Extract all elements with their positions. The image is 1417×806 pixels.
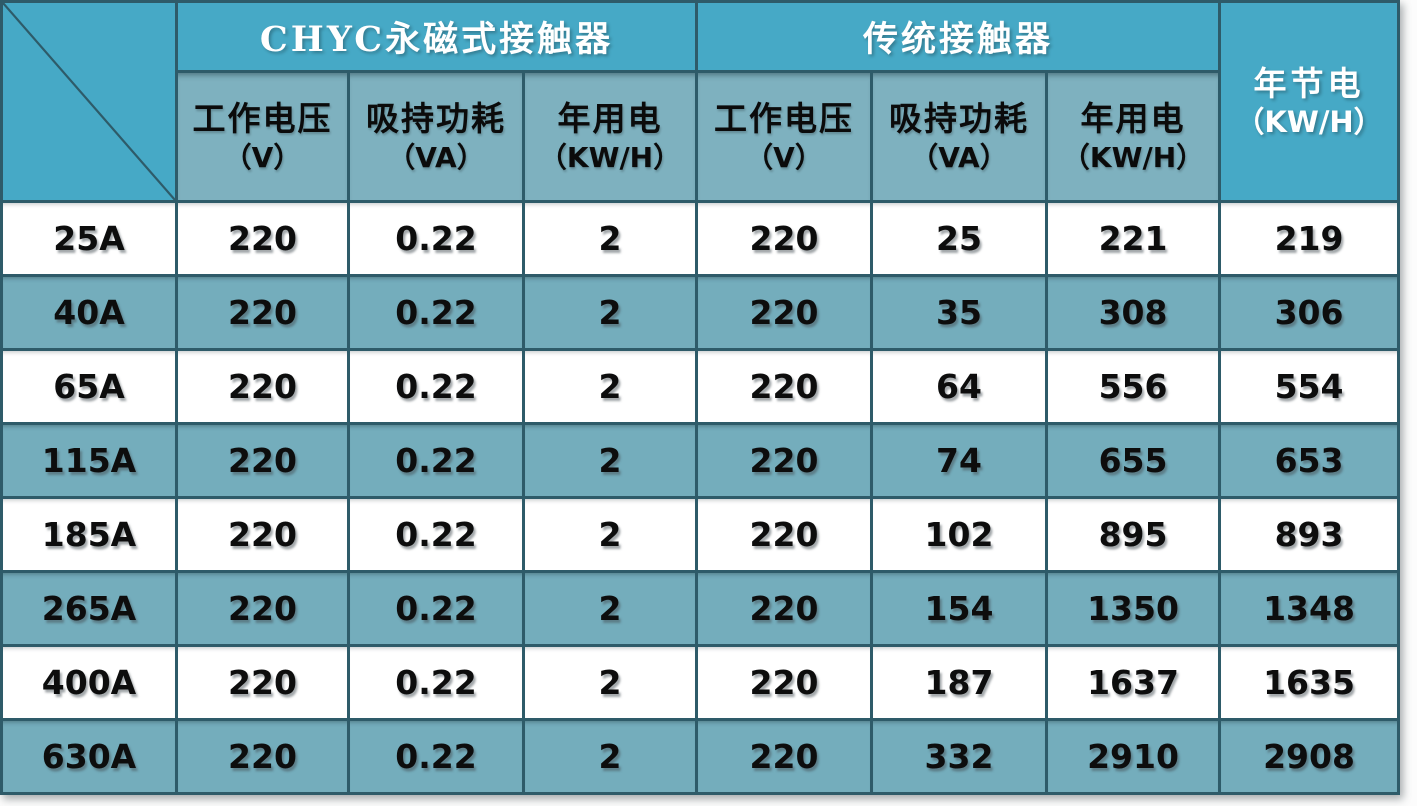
data-cell: 35 (870, 274, 1048, 351)
data-cell: 220 (695, 644, 873, 721)
col-header-unit: （V） (223, 141, 302, 175)
data-cell: 1637 (1044, 644, 1222, 721)
table-row-115a: 115A 220 0.22 2 220 74 655 653 (0, 422, 1401, 499)
data-cell: 0.22 (347, 348, 525, 425)
data-cell: 0.22 (347, 274, 525, 351)
data-cell: 220 (175, 348, 350, 425)
data-cell: 308 (1044, 274, 1222, 351)
data-cell: 220 (695, 718, 873, 795)
table-row-25a: 25A 220 0.22 2 220 25 221 219 (0, 200, 1401, 277)
data-cell: 2 (522, 422, 698, 499)
diagonal-line-icon (3, 3, 175, 200)
col-header-unit: （VA） (910, 141, 1008, 175)
row-spec: 185A (0, 496, 178, 573)
col-header-annual-usage-chyc: 年用电 （KW/H） (522, 70, 698, 203)
data-cell: 219 (1218, 200, 1401, 277)
row-spec: 630A (0, 718, 178, 795)
col-header-unit: （VA） (387, 141, 485, 175)
data-cell: 220 (175, 570, 350, 647)
data-cell: 2 (522, 348, 698, 425)
row-spec: 115A (0, 422, 178, 499)
data-cell: 102 (870, 496, 1048, 573)
col-header-unit: （KW/H） (1061, 141, 1205, 175)
contactor-comparison-table: CHYC永磁式接触器 传统接触器 年节电 （KW/H） 工作电压 （V） 吸持功… (0, 0, 1401, 795)
data-cell: 0.22 (347, 718, 525, 795)
col-header-voltage-traditional: 工作电压 （V） (695, 70, 873, 203)
data-cell: 2 (522, 644, 698, 721)
data-cell: 653 (1218, 422, 1401, 499)
col-header-annual-usage-traditional: 年用电 （KW/H） (1044, 70, 1222, 203)
saving-header-name: 年节电 (1253, 63, 1365, 103)
data-cell: 306 (1218, 274, 1401, 351)
data-cell: 220 (175, 422, 350, 499)
data-cell: 1635 (1218, 644, 1401, 721)
table-row-185a: 185A 220 0.22 2 220 102 895 893 (0, 496, 1401, 573)
col-header-name: 工作电压 (192, 99, 333, 139)
data-cell: 893 (1218, 496, 1401, 573)
row-spec: 65A (0, 348, 178, 425)
saving-header-unit: （KW/H） (1235, 105, 1383, 139)
data-cell: 1348 (1218, 570, 1401, 647)
col-header-name: 工作电压 (714, 99, 854, 139)
data-cell: 220 (175, 644, 350, 721)
data-cell: 554 (1218, 348, 1401, 425)
row-spec: 265A (0, 570, 178, 647)
data-cell: 2 (522, 496, 698, 573)
data-cell: 0.22 (347, 496, 525, 573)
table-row-40a: 40A 220 0.22 2 220 35 308 306 (0, 274, 1401, 351)
data-cell: 220 (695, 570, 873, 647)
data-cell: 221 (1044, 200, 1222, 277)
data-cell: 2 (522, 200, 698, 277)
data-cell: 220 (695, 274, 873, 351)
data-cell: 220 (695, 348, 873, 425)
table-row-630a: 630A 220 0.22 2 220 332 2910 2908 (0, 718, 1401, 795)
data-cell: 64 (870, 348, 1048, 425)
col-header-holding-power-traditional: 吸持功耗 （VA） (870, 70, 1048, 203)
data-cell: 2 (522, 570, 698, 647)
data-cell: 332 (870, 718, 1048, 795)
saving-column-header: 年节电 （KW/H） (1218, 0, 1401, 203)
col-header-unit: （KW/H） (538, 141, 682, 175)
data-cell: 2908 (1218, 718, 1401, 795)
data-cell: 220 (695, 200, 873, 277)
table-row-65a: 65A 220 0.22 2 220 64 556 554 (0, 348, 1401, 425)
table-row-400a: 400A 220 0.22 2 220 187 1637 1635 (0, 644, 1401, 721)
data-cell: 220 (175, 496, 350, 573)
data-cell: 655 (1044, 422, 1222, 499)
data-cell: 154 (870, 570, 1048, 647)
row-spec: 25A (0, 200, 178, 277)
data-cell: 2 (522, 274, 698, 351)
data-cell: 0.22 (347, 644, 525, 721)
row-spec: 40A (0, 274, 178, 351)
group-header-chyc: CHYC永磁式接触器 (175, 0, 698, 73)
data-cell: 0.22 (347, 422, 525, 499)
data-cell: 220 (695, 422, 873, 499)
data-cell: 220 (175, 200, 350, 277)
data-cell: 220 (175, 274, 350, 351)
data-cell: 1350 (1044, 570, 1222, 647)
col-header-name: 年用电 (1080, 99, 1186, 139)
data-cell: 0.22 (347, 200, 525, 277)
data-cell: 2910 (1044, 718, 1222, 795)
data-cell: 220 (695, 496, 873, 573)
table-row-265a: 265A 220 0.22 2 220 154 1350 1348 (0, 570, 1401, 647)
data-cell: 2 (522, 718, 698, 795)
data-cell: 556 (1044, 348, 1222, 425)
col-header-voltage-chyc: 工作电压 （V） (175, 70, 350, 203)
data-cell: 895 (1044, 496, 1222, 573)
col-header-name: 吸持功耗 (366, 99, 506, 139)
data-cell: 25 (870, 200, 1048, 277)
col-header-name: 吸持功耗 (889, 99, 1029, 139)
data-cell: 74 (870, 422, 1048, 499)
col-header-holding-power-chyc: 吸持功耗 （VA） (347, 70, 525, 203)
col-header-unit: （V） (745, 141, 823, 175)
data-cell: 220 (175, 718, 350, 795)
data-cell: 0.22 (347, 570, 525, 647)
corner-cell (0, 0, 178, 203)
col-header-name: 年用电 (557, 99, 663, 139)
group-header-traditional: 传统接触器 (694, 0, 1222, 73)
row-spec: 400A (0, 644, 178, 721)
data-cell: 187 (870, 644, 1048, 721)
